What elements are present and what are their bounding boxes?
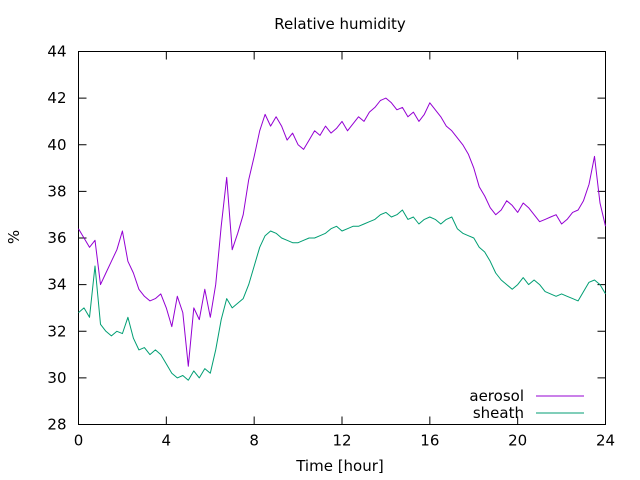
y-axis-label: % <box>5 230 23 244</box>
y-tick-label: 42 <box>47 89 66 107</box>
y-tick-label: 30 <box>47 369 66 387</box>
y-tick-label: 32 <box>47 322 66 340</box>
x-tick-label: 20 <box>508 432 527 450</box>
x-axis-label: Time [hour] <box>295 457 384 475</box>
legend-label-aerosol: aerosol <box>469 387 524 405</box>
chart-title: Relative humidity <box>274 15 406 33</box>
y-tick-label: 36 <box>47 229 66 247</box>
series-line-sheath <box>78 209 606 381</box>
y-tick-label: 44 <box>47 43 66 61</box>
y-tick-label: 34 <box>47 276 66 294</box>
plot-frame <box>78 51 606 425</box>
x-tick-label: 16 <box>420 432 439 450</box>
axis-ticks: 0 4 8 12 16 20 24 28 30 32 34 36 38 40 42 44 <box>47 43 615 450</box>
x-tick-label: 4 <box>162 432 172 450</box>
series-lines <box>78 97 606 381</box>
x-tick-label: 24 <box>596 432 615 450</box>
y-tick-label: 40 <box>47 136 66 154</box>
y-tick-label: 38 <box>47 182 66 200</box>
x-tick-label: 0 <box>74 432 84 450</box>
y-tick-label: 28 <box>47 416 66 434</box>
x-tick-label: 12 <box>332 432 351 450</box>
legend-label-sheath: sheath <box>473 404 524 422</box>
x-tick-label: 8 <box>249 432 259 450</box>
series-line-aerosol <box>78 97 606 367</box>
